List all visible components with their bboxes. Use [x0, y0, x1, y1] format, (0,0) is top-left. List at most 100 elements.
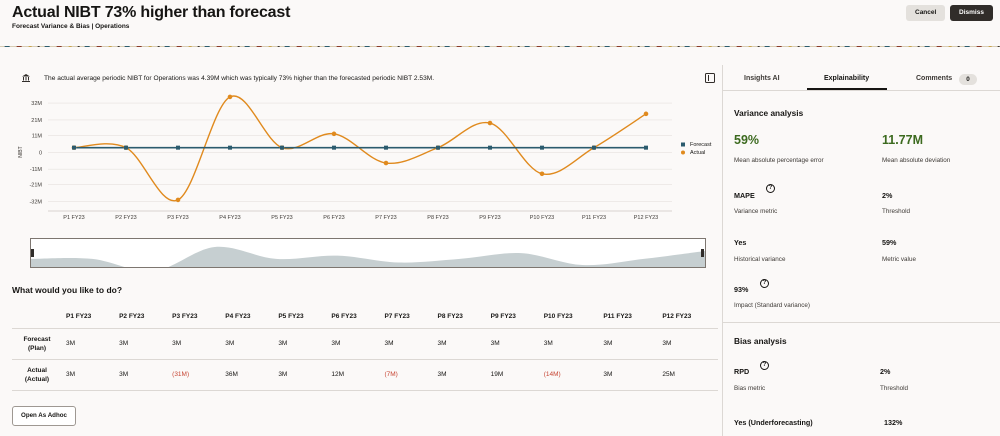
forecast-point: [592, 145, 596, 150]
historical-variance-label: Historical variance: [734, 256, 786, 263]
x-tick-label: P12 FY23: [634, 215, 658, 221]
table-cell[interactable]: (7M): [380, 358, 434, 391]
column-header: P8 FY23: [437, 313, 463, 321]
tab-insights-ai[interactable]: Insights AI: [744, 75, 780, 82]
x-tick-label: P10 FY23: [530, 215, 554, 221]
metric-value-label: Metric value: [882, 256, 916, 263]
comments-count-badge: 0: [959, 74, 977, 85]
slider-left-handle[interactable]: [31, 249, 34, 257]
bias-threshold-label: Threshold: [880, 385, 909, 392]
actual-point: [487, 120, 493, 126]
legend-forecast-marker: [681, 142, 685, 147]
bias-result-percent: 132%: [884, 418, 903, 427]
actual-point: [331, 131, 337, 137]
x-tick-label: P2 FY23: [115, 215, 136, 221]
row-sublabel: (Plan): [27, 344, 47, 352]
table-cell[interactable]: 19M: [486, 358, 540, 391]
y-tick-label: -32M: [29, 199, 42, 205]
panel-toggle-icon[interactable]: [705, 73, 715, 83]
nibt-line-chart: 32M 21M 11M 0 -11M -21M -32M NIBT P1 FY23 P2 FY23…: [18, 94, 712, 221]
y-tick-label: -11M: [30, 167, 43, 173]
actual-point: [227, 94, 233, 100]
actual-point: [643, 111, 649, 117]
column-header: P4 FY23: [225, 313, 251, 321]
slider-right-handle[interactable]: [701, 249, 704, 257]
x-tick-label: P9 FY23: [479, 215, 500, 221]
column-header: P3 FY23: [172, 313, 198, 321]
row-label: Actual: [27, 366, 47, 374]
bias-analysis-heading: Bias analysis: [734, 336, 787, 346]
mad-label: Mean absolute deviation: [882, 157, 951, 164]
table-cell[interactable]: 3M: [62, 327, 116, 359]
row-header: Actual (Actual): [12, 358, 62, 391]
variance-threshold-label: Threshold: [882, 208, 911, 215]
forecast-point: [488, 145, 492, 150]
help-icon[interactable]: ?: [760, 279, 769, 288]
table-cell[interactable]: 3M: [539, 327, 600, 359]
table-cell[interactable]: 3M: [486, 327, 540, 359]
table-cell[interactable]: 3M: [115, 358, 169, 391]
table-cell[interactable]: 3M: [274, 358, 328, 391]
variance-metric-value: MAPE: [734, 191, 755, 200]
table-cell[interactable]: 3M: [433, 327, 487, 359]
x-tick-label: P3 FY23: [167, 215, 188, 221]
table-cell[interactable]: 36M: [221, 358, 275, 391]
table-cell[interactable]: 3M: [115, 327, 169, 359]
open-as-adhoc-button[interactable]: Open As Adhoc: [12, 406, 76, 426]
table-cell[interactable]: (14M): [539, 358, 600, 391]
decorative-banner: [0, 40, 1000, 47]
forecast-point: [176, 145, 180, 150]
table-cell[interactable]: 25M: [658, 358, 718, 391]
forecast-point: [436, 145, 440, 150]
forecast-actual-table: P1 FY23 P2 FY23 P3 FY23 P4 FY23 P5 FY23 P6 FY…: [12, 306, 718, 391]
column-header: P5 FY23: [278, 313, 304, 321]
dismiss-button[interactable]: Dismiss: [950, 5, 993, 21]
table-cell[interactable]: (31M): [168, 358, 222, 391]
actual-point: [539, 171, 545, 177]
table-cell[interactable]: 3M: [62, 358, 116, 391]
forecast-point: [332, 145, 336, 150]
help-icon[interactable]: ?: [766, 184, 775, 193]
y-tick-label: -21M: [29, 183, 42, 189]
table-row: Forecast (Plan) 3M 3M 3M 3M 3M 3M 3M 3M 3M 3M 3M 3M: [12, 327, 718, 359]
metric-value: 59%: [882, 238, 897, 247]
historical-variance-value: Yes: [734, 238, 747, 247]
table-cell[interactable]: 3M: [380, 327, 434, 359]
section-divider: [723, 322, 1000, 323]
table-cell[interactable]: 12M: [327, 358, 381, 391]
forecast-point: [540, 145, 544, 150]
x-tick-label: P8 FY23: [427, 215, 448, 221]
table-cell[interactable]: 3M: [433, 358, 487, 391]
row-sublabel: (Actual): [24, 375, 50, 383]
page-subtitle: Forecast Variance & Bias | Operations: [12, 23, 130, 30]
table-cell[interactable]: 3M: [658, 327, 718, 359]
forecast-point: [124, 145, 128, 150]
y-tick-label: 0: [39, 150, 42, 156]
mape-value: 59%: [734, 133, 760, 147]
legend-label: Actual: [690, 150, 705, 156]
table-cell[interactable]: 3M: [599, 327, 659, 359]
forecast-point: [644, 145, 648, 150]
legend-actual-marker: [681, 150, 685, 155]
table-cell[interactable]: 3M: [221, 327, 275, 359]
impact-label: Impact (Standard variance): [734, 302, 810, 309]
insight-text: The actual average periodic NIBT for Ope…: [44, 75, 435, 82]
bias-threshold-value: 2%: [880, 367, 891, 376]
tab-explainability[interactable]: Explainability: [824, 75, 870, 82]
help-icon[interactable]: ?: [760, 361, 769, 370]
cancel-button[interactable]: Cancel: [906, 5, 946, 21]
actions-heading: What would you like to do?: [12, 285, 123, 295]
table-cell[interactable]: 3M: [327, 327, 381, 359]
x-tick-label: P5 FY23: [271, 215, 292, 221]
x-tick-label: P11 FY23: [582, 215, 606, 221]
table-cell[interactable]: 3M: [599, 358, 659, 391]
row-label: Forecast: [23, 335, 51, 343]
bank-icon: [22, 74, 30, 82]
y-tick-label: 21M: [31, 118, 42, 124]
tab-comments[interactable]: Comments: [916, 75, 953, 82]
table-cell[interactable]: 3M: [274, 327, 328, 359]
chart-overview-slider[interactable]: [30, 238, 706, 268]
column-header: P9 FY23: [490, 313, 516, 321]
table-cell[interactable]: 3M: [168, 327, 222, 359]
column-header: P6 FY23: [331, 313, 357, 321]
